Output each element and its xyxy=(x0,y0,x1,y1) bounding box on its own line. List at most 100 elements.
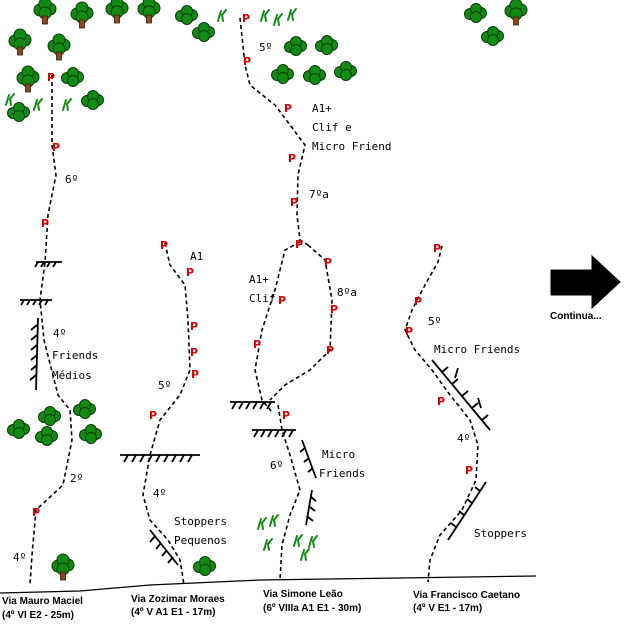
route-line xyxy=(29,75,73,586)
tree-icon xyxy=(105,0,129,24)
protection-mark: P xyxy=(242,12,250,25)
tree-icon xyxy=(70,1,94,29)
pitch-grade: Micro xyxy=(322,448,355,461)
route-line xyxy=(269,244,333,401)
route-simone-leao: P P P P P P P P P P P P 5º A1+ Clif e Mi… xyxy=(230,12,391,581)
tree-icon xyxy=(334,61,357,81)
protection-mark: P xyxy=(437,395,445,408)
grass-icon xyxy=(300,548,310,561)
route-grade: (4º V A1 E1 - 17m) xyxy=(131,607,215,618)
tree-icon xyxy=(504,0,528,26)
tree-icon xyxy=(303,65,326,85)
route-name: Via Mauro Maciel xyxy=(2,596,83,607)
pitch-grade: Clif e xyxy=(312,121,352,134)
pitch-grade: 6º xyxy=(65,173,78,186)
route-grade: (6º VIIIa A1 E1 - 30m) xyxy=(263,603,361,614)
crack-feature xyxy=(29,317,39,391)
grass-icon xyxy=(308,535,318,548)
tree-icon xyxy=(193,556,216,576)
protection-mark: P xyxy=(326,344,334,357)
belay-ledge xyxy=(120,454,200,463)
route-grade: (4º V E1 - 17m) xyxy=(413,603,482,614)
route-line xyxy=(277,404,301,581)
tree-icon xyxy=(47,33,71,61)
grass-icon xyxy=(5,93,15,106)
route-line xyxy=(142,242,191,586)
protection-mark: P xyxy=(253,338,261,351)
protection-mark: P xyxy=(52,141,60,154)
grass-icon xyxy=(273,13,283,26)
ground-line xyxy=(0,575,537,594)
tree-icon xyxy=(61,67,84,87)
protection-mark: P xyxy=(47,71,55,84)
pitch-grade: Stoppers xyxy=(174,515,227,528)
route-francisco-caetano: P P P P P 5º Micro Friends 4º Stoppers xyxy=(404,242,527,583)
protection-mark: P xyxy=(149,409,157,422)
route-grade: (4º VI E2 - 25m) xyxy=(2,610,74,621)
belay-ledge xyxy=(34,261,62,268)
protection-mark: P xyxy=(330,303,338,316)
belay-ledge xyxy=(230,401,275,410)
tree-icon xyxy=(137,0,161,24)
pitch-grade: 5º xyxy=(428,315,441,328)
pitch-grade: A1+ xyxy=(312,102,332,115)
tree-icon xyxy=(33,0,57,25)
tree-icon xyxy=(73,399,96,419)
crack-feature xyxy=(299,439,317,479)
belay-ledge xyxy=(252,429,296,438)
pitch-grade: 2º xyxy=(70,472,83,485)
grass-icon xyxy=(287,8,297,21)
protection-mark: P xyxy=(32,506,40,519)
route-name-labels: Via Mauro Maciel (4º VI E2 - 25m) Via Zo… xyxy=(2,589,520,621)
route-line xyxy=(239,17,309,246)
pitch-grade: A1+ xyxy=(249,273,269,286)
tree-icon xyxy=(35,426,58,446)
protection-mark: P xyxy=(405,325,413,338)
route-zozimar-moraes: P P P P P P A1 5º 4º Stoppers Pequenos xyxy=(120,239,227,586)
pitch-grade: Pequenos xyxy=(174,534,227,547)
vegetation-top-right xyxy=(464,0,528,46)
grass-icon xyxy=(269,514,279,527)
arrow-right-icon xyxy=(550,254,621,310)
route-name: Via Simone Leão xyxy=(263,589,343,600)
tree-icon xyxy=(51,553,75,581)
grass-icon xyxy=(263,538,273,551)
pitch-grade: Stoppers xyxy=(474,527,527,540)
route-line xyxy=(404,245,479,583)
protection-mark: P xyxy=(433,242,441,255)
tree-icon xyxy=(81,90,104,110)
tree-icon xyxy=(175,5,198,25)
pitch-grade: 4º xyxy=(457,432,470,445)
pitch-grade: Micro Friend xyxy=(312,140,391,153)
tree-icon xyxy=(7,419,30,439)
grass-icon xyxy=(257,517,267,530)
protection-mark: P xyxy=(284,102,292,115)
tree-icon xyxy=(481,26,504,46)
pitch-grade: Friends xyxy=(52,349,98,362)
protection-mark: P xyxy=(282,409,290,422)
pitch-grade: Micro Friends xyxy=(434,343,520,356)
tree-icon xyxy=(16,65,40,93)
protection-mark: P xyxy=(190,346,198,359)
tree-icon xyxy=(79,424,102,444)
continue-label: Continua... xyxy=(550,311,602,322)
grass-icon xyxy=(260,9,270,22)
grass-icon xyxy=(33,98,43,111)
continue-indicator: Continua... xyxy=(550,254,621,322)
route-name: Via Zozimar Moraes xyxy=(131,594,225,605)
protection-mark: P xyxy=(190,320,198,333)
grass-icon xyxy=(217,9,227,22)
pitch-grade: 4º xyxy=(53,327,66,340)
pitch-grade: 6º xyxy=(270,459,283,472)
protection-mark: P xyxy=(290,196,298,209)
crack-feature xyxy=(305,489,317,526)
tree-icon xyxy=(315,35,338,55)
route-mauro-maciel: P P P P 6º 4º Friends Médios 2º 4º xyxy=(13,71,98,586)
pitch-grade: Friends xyxy=(319,467,365,480)
belay-ledge xyxy=(20,299,52,306)
pitch-grade: Clif xyxy=(249,292,276,305)
tree-icon xyxy=(8,28,32,56)
protection-mark: P xyxy=(414,295,422,308)
route-line xyxy=(254,241,301,413)
